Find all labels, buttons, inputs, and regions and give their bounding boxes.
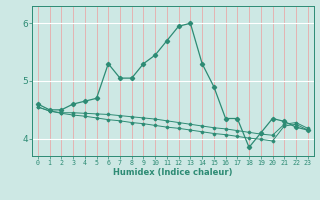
X-axis label: Humidex (Indice chaleur): Humidex (Indice chaleur) <box>113 168 233 177</box>
